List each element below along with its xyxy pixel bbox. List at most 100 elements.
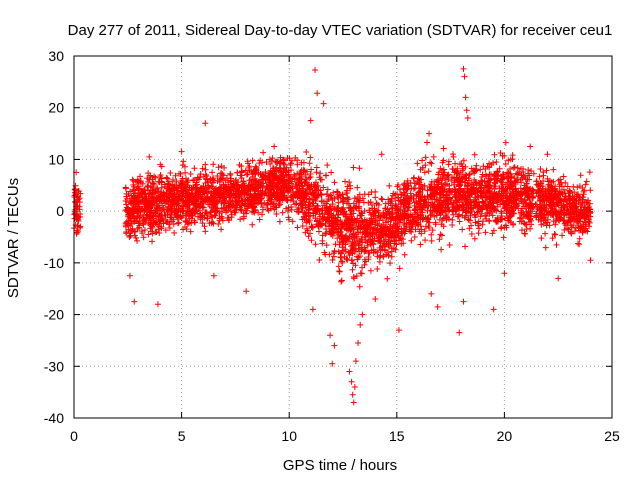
data-point [300,166,307,173]
data-point [276,164,283,171]
data-point [437,231,444,238]
data-point [133,237,140,244]
data-point [227,201,234,208]
data-point [199,165,206,172]
data-point [438,200,445,207]
data-point [285,204,292,211]
data-point [245,164,252,171]
data-point [367,267,374,274]
data-point [472,165,479,172]
data-point [414,160,421,167]
data-point [292,154,299,161]
data-point [303,219,310,226]
data-point [256,179,263,186]
data-point [530,190,537,197]
data-point [132,234,139,241]
data-point [512,185,519,192]
data-point [544,216,551,223]
y-tick-label: -40 [44,410,64,426]
data-point [299,188,306,195]
data-point [339,244,346,251]
data-point [346,233,353,240]
data-point [377,247,384,254]
data-point [412,205,419,212]
data-point [288,204,295,211]
data-point [386,182,393,189]
data-point [252,206,259,213]
data-point [587,257,594,264]
data-point [486,171,493,178]
data-point [212,201,219,208]
data-point [446,242,453,249]
data-point [323,200,330,207]
data-point [305,212,312,219]
data-point [416,228,423,235]
data-point [404,192,411,199]
data-point [586,169,593,176]
data-point [494,203,501,210]
data-point [275,177,282,184]
data-point [434,203,441,210]
data-point [262,168,269,175]
data-point [447,199,454,206]
data-point [187,210,194,217]
data-point [422,214,429,221]
data-point [162,196,169,203]
data-point [358,248,365,255]
data-point [221,194,228,201]
data-point [416,181,423,188]
x-tick-label: 25 [604,428,620,444]
data-point [579,228,586,235]
data-point [335,248,342,255]
data-point [502,139,509,146]
data-point [565,193,572,200]
data-point [235,188,242,195]
data-point [556,188,563,195]
data-point [202,161,209,168]
data-point [571,189,578,196]
data-point [160,204,167,211]
data-point [553,241,560,248]
data-point [395,194,402,201]
data-point [323,225,330,232]
data-point [221,164,228,171]
data-point [354,184,361,191]
data-point [338,277,345,284]
data-point [338,258,345,265]
data-point [163,174,170,181]
data-point [186,215,193,222]
data-point [324,204,331,211]
data-point [440,145,447,152]
data-point [485,187,492,194]
data-point [190,177,197,184]
data-point [463,172,470,179]
data-point [570,199,577,206]
data-point [252,192,259,199]
chart-title: Day 277 of 2011, Sidereal Day-to-day VTE… [68,22,613,39]
data-point [570,183,577,190]
data-point [417,241,424,248]
data-point [149,180,156,187]
data-point [173,200,180,207]
data-point [514,170,521,177]
data-point [158,223,165,230]
data-point [503,189,510,196]
data-point [192,203,199,210]
data-point [296,186,303,193]
data-point [129,176,136,183]
data-point [540,212,547,219]
data-point [336,268,343,275]
data-point [280,157,287,164]
data-point [350,260,357,267]
data-point [298,180,305,187]
data-point [392,201,399,208]
data-point [463,107,470,114]
data-point [427,207,434,214]
data-point [139,230,146,237]
data-point [131,218,138,225]
data-point [182,169,189,176]
data-point [526,202,533,209]
data-point [149,230,156,237]
data-point [253,177,260,184]
data-point [280,174,287,181]
